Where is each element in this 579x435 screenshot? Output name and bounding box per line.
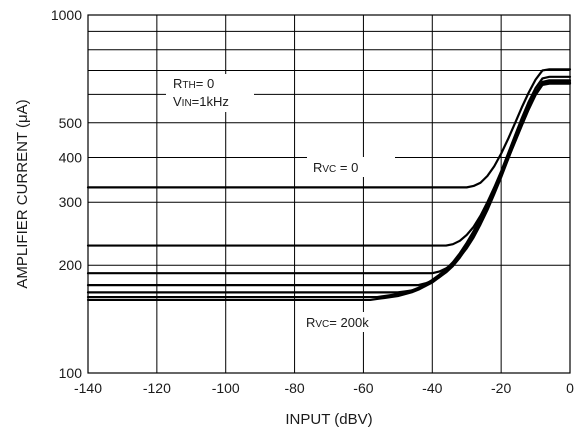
y-tick-label: 400 bbox=[59, 149, 83, 165]
annotation-rth-rest: = 0 bbox=[196, 76, 214, 91]
y-tick-label: 200 bbox=[59, 257, 83, 273]
annotation-rvc-top-background bbox=[307, 157, 395, 177]
annotation-rvc-top: RVC = 0 bbox=[313, 160, 358, 175]
annotation-rvc-bottom-sub: VC bbox=[315, 319, 329, 330]
y-tick-label: 100 bbox=[59, 365, 83, 381]
annotation-rvc-bottom: RVC= 200k bbox=[306, 315, 369, 330]
x-tick-label: -60 bbox=[353, 380, 373, 396]
annotation-vin-main: V bbox=[173, 94, 182, 109]
x-tick-label: 0 bbox=[566, 380, 574, 396]
plot-frame bbox=[87, 14, 571, 374]
x-tick-label: -20 bbox=[491, 380, 511, 396]
annotation-vin-rest: =1kHz bbox=[192, 94, 229, 109]
series-line-1 bbox=[86, 68, 572, 189]
x-tick-label: -140 bbox=[74, 380, 102, 396]
annotation-rvc-top-sub: VC bbox=[322, 164, 336, 175]
annotation-rvc-top-rest: = 0 bbox=[336, 160, 358, 175]
series-line-7 bbox=[86, 82, 572, 302]
y-tick-label: 300 bbox=[59, 194, 83, 210]
x-tick-label: -100 bbox=[212, 380, 240, 396]
y-tick-label: 1000 bbox=[51, 7, 82, 23]
annotation-rth-main: R bbox=[173, 76, 182, 91]
annotation-rvc-bottom-rest: = 200k bbox=[329, 315, 369, 330]
annotation-rvc-bottom-background bbox=[303, 312, 385, 332]
annotation-vin: VIN=1kHz bbox=[173, 94, 229, 109]
y-tick-label: 500 bbox=[59, 115, 83, 131]
annotation-rth: RTH= 0 bbox=[173, 76, 214, 91]
x-axis-title: INPUT (dBV) bbox=[285, 411, 372, 428]
annotation-rth-background bbox=[166, 74, 254, 112]
x-tick-label: -80 bbox=[284, 380, 304, 396]
x-tick-label: -120 bbox=[143, 380, 171, 396]
y-axis-title: AMPLIFIER CURRENT (μA) bbox=[14, 99, 31, 288]
annotation-rvc-bottom-main: R bbox=[306, 315, 315, 330]
data-curves bbox=[86, 68, 572, 302]
x-tick-labels: -140 -120 -100 -80 -60 -40 -20 0 bbox=[74, 380, 574, 396]
annotation-rvc-top-main: R bbox=[313, 160, 322, 175]
y-tick-labels: 100 200 300 400 500 1000 bbox=[51, 7, 82, 381]
annotation-vin-sub: IN bbox=[182, 98, 192, 109]
x-tick-label: -40 bbox=[422, 380, 442, 396]
annotation-rth-sub: TH bbox=[182, 80, 195, 91]
